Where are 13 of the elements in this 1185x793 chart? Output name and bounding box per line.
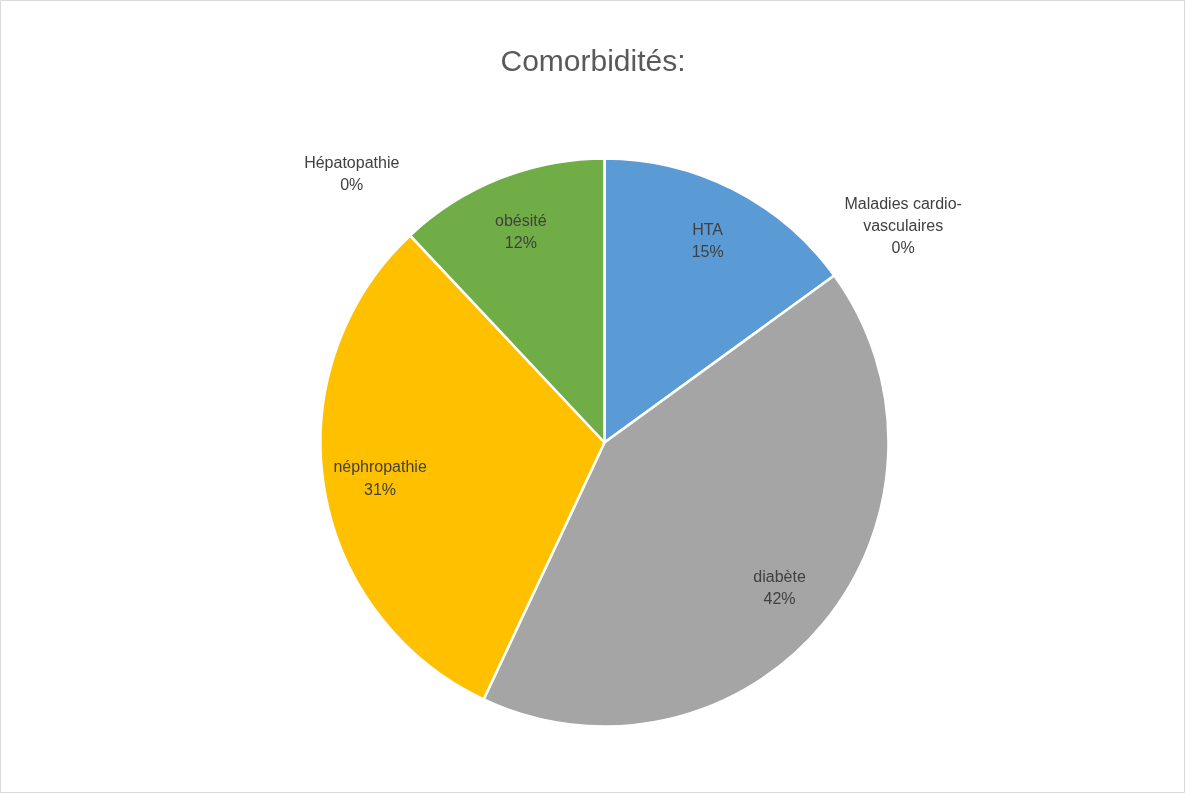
slice-label: néphropathie bbox=[333, 458, 427, 476]
slice-label: obésité bbox=[495, 211, 547, 229]
text: 0% bbox=[340, 175, 364, 193]
data-label: 31% bbox=[364, 480, 397, 498]
category-label: Maladies cardio-vasculaires bbox=[844, 194, 962, 234]
slice-label: HTA bbox=[692, 220, 724, 238]
data-label: 12% bbox=[504, 233, 537, 251]
text: 0% bbox=[891, 239, 915, 257]
category-label: Hépatopathie bbox=[304, 153, 400, 171]
data-label: 42% bbox=[763, 589, 796, 607]
chart-title: Comorbidités: bbox=[500, 44, 686, 77]
slice-label: diabète bbox=[753, 567, 806, 585]
data-label: 15% bbox=[691, 242, 724, 260]
